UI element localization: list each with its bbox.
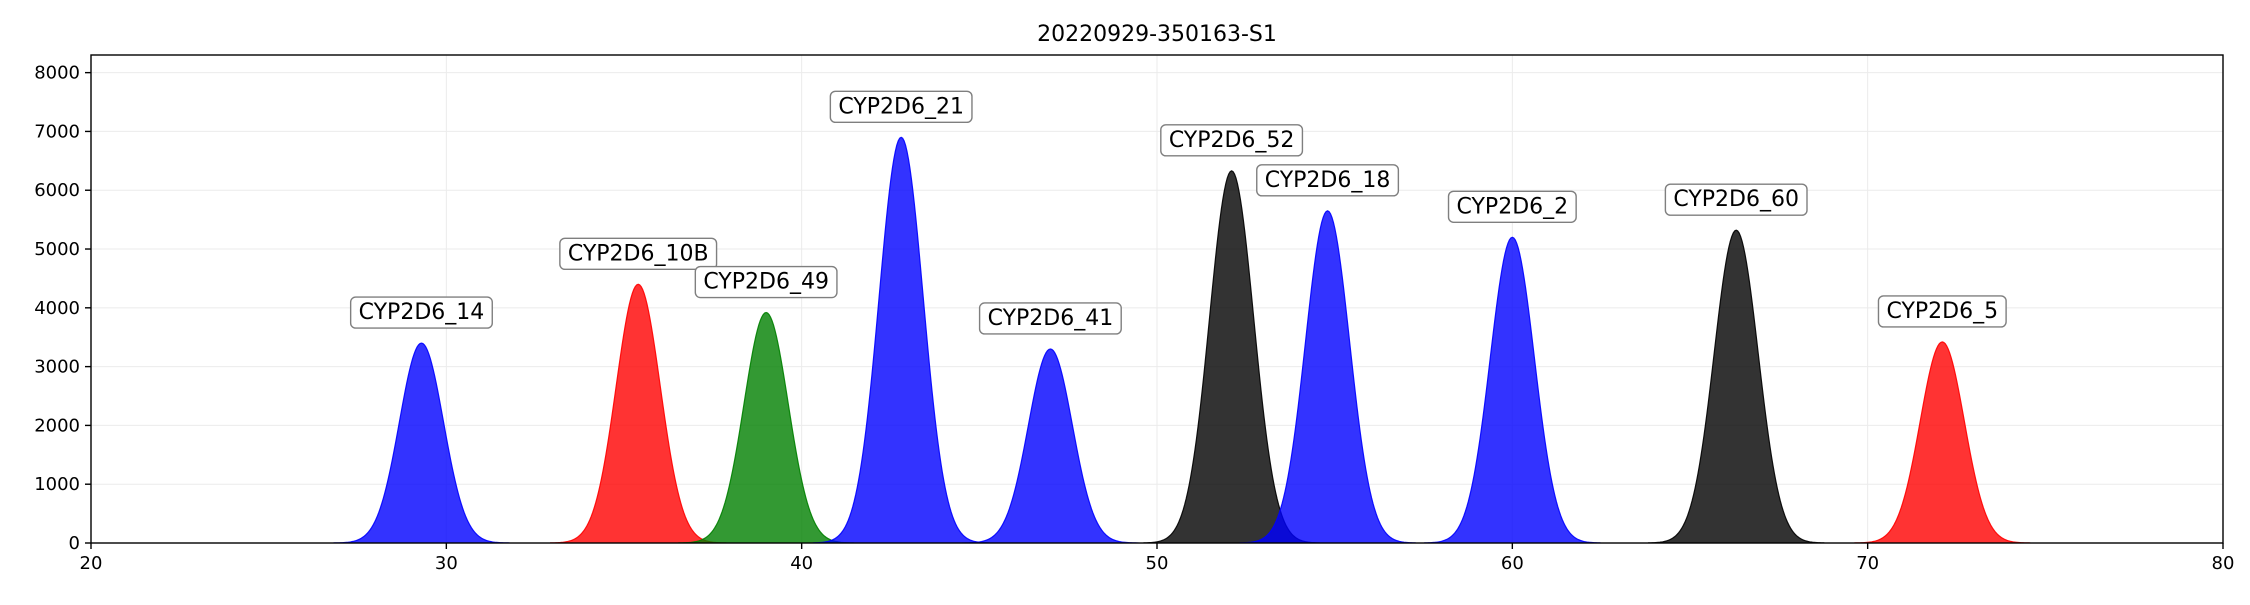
peak-label-text: CYP2D6_14: [359, 300, 485, 325]
peak-label-CYP2D6_10B: CYP2D6_10B: [559, 237, 718, 271]
x-tick-label: 50: [1146, 553, 1169, 574]
y-tick-label: 2000: [34, 415, 80, 436]
peak-label-box: [1877, 295, 2007, 328]
peaks: [333, 136, 2031, 544]
peak-label-text: CYP2D6_21: [838, 94, 964, 119]
peak-area-CYP2D6_14: [333, 343, 510, 543]
peak-area-CYP2D6_60: [1648, 230, 1825, 543]
x-tick-label: 70: [1856, 553, 1879, 574]
y-tick-label: 7000: [34, 121, 80, 142]
axes: 20 30 40 50 60 70 80 0 1000 2000 3000 4000 5000 6000 7…: [34, 63, 2234, 574]
peak-label-text: CYP2D6_18: [1265, 168, 1391, 193]
peak-label-box: [1447, 190, 1577, 223]
peak-outline-CYP2D6_2: [1424, 236, 1601, 544]
peak-area-CYP2D6_18: [1239, 210, 1416, 543]
peak-label-CYP2D6_5: CYP2D6_5: [1877, 295, 2007, 328]
y-tick-label: 0: [69, 533, 80, 554]
peak-labels: CYP2D6_14 CYP2D6_10B CYP2D6_49 CYP2D6_21 CYP…: [349, 90, 2007, 335]
chart-title: 20220929-350163-S1: [1037, 22, 1277, 47]
peak-label-box: [559, 237, 718, 271]
peak-label-CYP2D6_2: CYP2D6_2: [1447, 190, 1577, 223]
peak-label-box: [978, 302, 1122, 335]
y-tick-label: 1000: [34, 474, 80, 495]
peak-label-text: CYP2D6_60: [1673, 187, 1799, 212]
peak-label-box: [349, 296, 493, 329]
x-tick-label: 30: [435, 553, 458, 574]
x-tick-label: 80: [2212, 553, 2235, 574]
x-tick-label: 40: [790, 553, 813, 574]
peak-area-CYP2D6_49: [678, 312, 855, 543]
peak-area-CYP2D6_52: [1143, 170, 1320, 543]
y-tick-label: 5000: [34, 239, 80, 260]
peak-outline-CYP2D6_41: [962, 348, 1139, 544]
peak-outline-CYP2D6_10B: [550, 283, 727, 544]
x-tick-label: 60: [1501, 553, 1524, 574]
peak-label-CYP2D6_14: CYP2D6_14: [349, 296, 493, 329]
peak-label-text: CYP2D6_52: [1169, 128, 1295, 153]
peak-area-CYP2D6_21: [813, 137, 990, 543]
peak-label-text: CYP2D6_10B: [568, 241, 709, 266]
peak-label-text: CYP2D6_2: [1457, 194, 1569, 219]
peak-label-CYP2D6_52: CYP2D6_52: [1160, 124, 1304, 157]
peak-label-box: [1160, 124, 1304, 157]
peak-area-CYP2D6_10B: [550, 284, 727, 543]
peak-label-box: [829, 90, 973, 124]
y-tick-label: 4000: [34, 298, 80, 319]
y-tick-label: 3000: [34, 357, 80, 378]
peak-outline-CYP2D6_14: [333, 342, 510, 544]
peak-label-CYP2D6_21: CYP2D6_21: [829, 90, 973, 124]
peak-outline-CYP2D6_18: [1239, 210, 1416, 544]
peak-label-text: CYP2D6_41: [988, 306, 1114, 331]
peak-area-CYP2D6_41: [962, 348, 1139, 543]
peak-label-CYP2D6_41: CYP2D6_41: [978, 302, 1122, 335]
peak-label-text: CYP2D6_49: [703, 270, 829, 295]
y-tick-label: 6000: [34, 180, 80, 201]
x-tick-label: 20: [80, 553, 103, 574]
peak-label-CYP2D6_60: CYP2D6_60: [1664, 183, 1808, 216]
peak-outline-CYP2D6_21: [813, 136, 990, 544]
peak-label-box: [1664, 183, 1808, 216]
peak-outline-CYP2D6_5: [1854, 341, 2031, 544]
peak-label-box: [694, 265, 838, 299]
peak-outline-CYP2D6_49: [678, 311, 855, 544]
peak-area-CYP2D6_2: [1424, 237, 1601, 543]
peak-area-CYP2D6_5: [1854, 341, 2031, 543]
peak-label-box: [1256, 164, 1400, 197]
peak-outline-CYP2D6_60: [1648, 229, 1825, 544]
peak-label-CYP2D6_49: CYP2D6_49: [694, 265, 838, 299]
peak-label-CYP2D6_18: CYP2D6_18: [1256, 164, 1400, 197]
y-tick-label: 8000: [34, 63, 80, 84]
peak-label-text: CYP2D6_5: [1886, 299, 1998, 324]
